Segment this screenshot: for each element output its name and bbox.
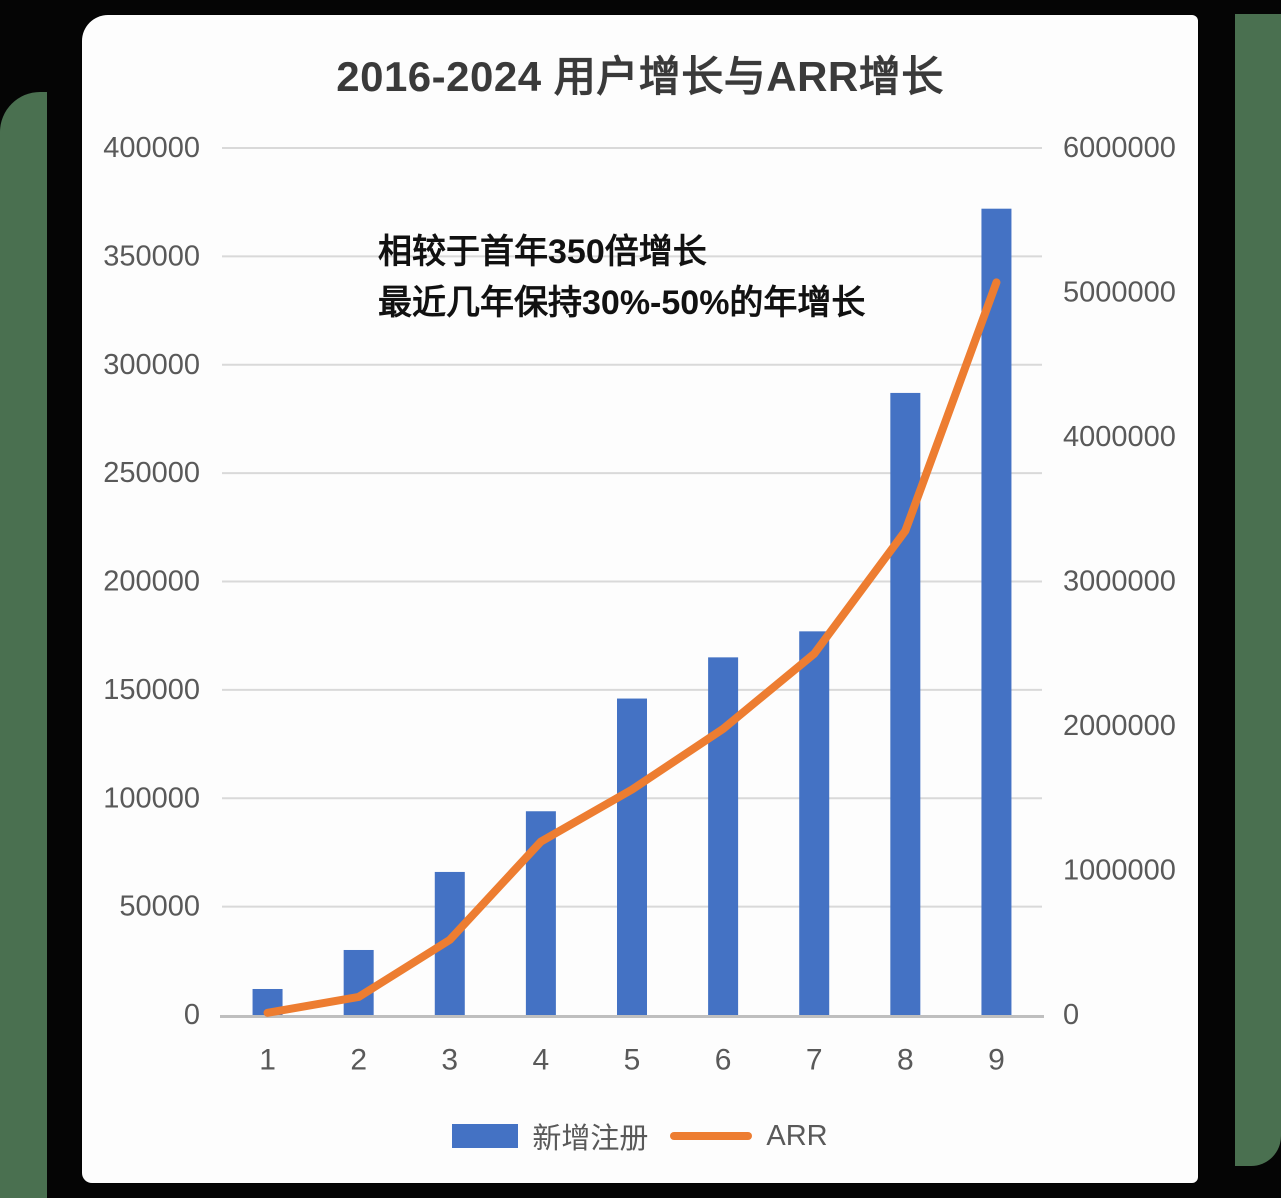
x-axis-category-label: 7 [806,1044,823,1077]
left-axis-tick-label: 350000 [103,240,200,272]
legend-line-swatch [670,1132,753,1140]
x-axis-category-label: 1 [259,1044,276,1077]
bar-5 [617,698,647,1015]
left-axis-tick-label: 300000 [103,349,200,381]
chart-card: 0 50000 100000 150000 200000 250000 300000 3500… [82,15,1198,1183]
right-axis-tick-label: 5000000 [1063,277,1176,309]
bar-6 [708,657,739,1015]
x-axis-category-label: 9 [988,1044,1005,1077]
right-axis-tick-label: 1000000 [1063,855,1176,887]
bar-8 [890,392,921,1015]
right-axis-tick-label: 4000000 [1063,421,1176,453]
bar-9 [981,208,1012,1015]
left-axis-tick-label: 0 [184,999,200,1031]
left-axis-tick-label: 400000 [103,132,200,164]
chart-plot-area: 0500001000001500002000002500003000003500… [103,132,1176,1077]
left-axis-tick-label: 100000 [103,782,200,814]
arr-line-series [263,278,1001,1017]
legend-bar-label: 新增注册 [532,1123,649,1155]
legend-item-line-series: ARR [670,1119,828,1153]
x-axis-category-label: 4 [533,1044,550,1077]
x-axis-category-label: 6 [715,1044,732,1077]
left-axis-tick-label: 50000 [119,891,200,923]
left-axis-tick-label: 150000 [103,674,200,706]
right-axis-tick-label: 2000000 [1063,710,1176,742]
x-axis-category-label: 2 [350,1044,367,1077]
x-axis-category-label: 3 [441,1044,458,1077]
right-axis-tick-label: 3000000 [1063,566,1176,598]
chart-legend: 新增注册 ARR [82,1115,1198,1157]
bar-7 [799,631,830,1015]
x-axis-category-label: 5 [624,1044,641,1077]
background-green-left-strip [0,92,47,1198]
annotation-line-2: 最近几年保持30%-50%的年增长 [378,284,866,322]
legend-item-bar-series: 新增注册 [452,1115,648,1157]
right-axis-tick-label: 0 [1063,999,1079,1031]
x-axis-category-label: 8 [897,1044,914,1077]
chart-title: 2016-2024 用户增长与ARR增长 [336,53,944,100]
legend-bar-swatch [452,1124,519,1148]
left-axis-tick-label: 200000 [103,566,200,598]
bar-2 [343,949,374,1015]
chart-annotation: 相较于首年350倍增长 最近几年保持30%-50%的年增长 [378,227,865,329]
legend-line-label: ARR [766,1119,828,1152]
background-green-right-strip [1235,14,1281,1166]
left-axis-tick-label: 250000 [103,457,200,489]
annotation-line-1: 相较于首年350倍增长 [378,233,707,271]
right-axis-tick-label: 6000000 [1063,132,1176,164]
